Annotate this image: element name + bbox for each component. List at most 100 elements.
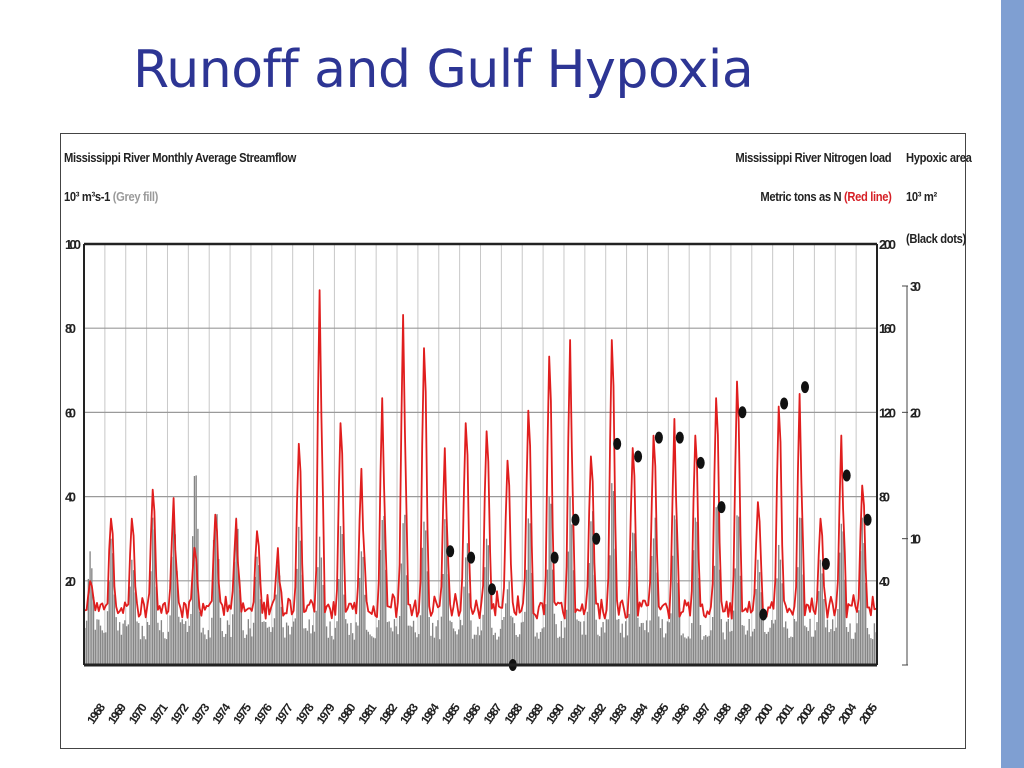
streamflow-bar	[724, 639, 726, 665]
streamflow-bar	[292, 621, 295, 665]
streamflow-bar	[758, 572, 761, 665]
streamflow-bar	[715, 507, 717, 665]
streamflow-bar	[480, 630, 483, 665]
streamflow-bar	[352, 633, 354, 665]
streamflow-bar	[751, 631, 754, 665]
streamflow-bar	[205, 639, 208, 665]
streamflow-bar	[647, 632, 649, 665]
streamflow-bar	[252, 622, 255, 665]
streamflow-bar	[451, 622, 453, 665]
streamflow-bar	[774, 619, 776, 665]
streamflow-bar	[270, 631, 272, 665]
streamflow-bar	[718, 569, 721, 665]
streamflow-bar	[623, 637, 625, 665]
streamflow-bar	[793, 618, 796, 665]
streamflow-bar	[185, 621, 187, 665]
streamflow-bar	[809, 618, 811, 665]
streamflow-bar	[873, 623, 876, 665]
streamflow-bar	[645, 620, 648, 665]
streamflow-bar	[101, 630, 103, 665]
streamflow-bar	[644, 630, 646, 665]
streamflow-bar	[512, 617, 514, 665]
streamflow-bar	[477, 626, 479, 665]
year-label: 1987	[481, 700, 505, 726]
streamflow-bar	[456, 634, 458, 665]
streamflow-bar	[472, 638, 474, 665]
streamflow-bar	[675, 519, 677, 665]
streamflow-bar	[692, 550, 695, 665]
streamflow-bar	[585, 634, 587, 665]
streamflow-bar	[852, 638, 855, 665]
streamflow-bar	[492, 635, 495, 665]
hypoxia-dot	[696, 456, 705, 469]
year-label: 1976	[251, 700, 275, 726]
streamflow-bar	[447, 574, 449, 665]
streamflow-bar	[562, 637, 564, 665]
streamflow-bar	[164, 638, 166, 665]
streamflow-bar	[99, 625, 102, 665]
streamflow-bar	[478, 635, 481, 665]
streamflow-bar	[691, 623, 693, 665]
streamflow-bar	[200, 632, 203, 665]
year-label: 1990	[543, 700, 567, 726]
streamflow-bar	[814, 630, 816, 665]
streamflow-bar	[158, 630, 161, 665]
streamflow-bar	[388, 621, 390, 665]
streamflow-bar	[282, 627, 284, 665]
streamflow-bar	[240, 610, 243, 665]
hypoxia-axis-ticks: 30 20 10	[902, 279, 921, 547]
streamflow-bar	[614, 548, 616, 665]
streamflow-bar	[418, 634, 420, 665]
streamflow-bar	[334, 627, 336, 665]
streamflow-bar	[392, 631, 394, 665]
streamflow-bar	[739, 575, 742, 665]
streamflow-bar	[325, 626, 328, 665]
streamflow-bar	[94, 629, 96, 665]
streamflow-bar	[122, 623, 124, 665]
streamflow-bar	[698, 577, 700, 665]
streamflow-bar	[372, 637, 375, 665]
streamflow-bar	[452, 628, 455, 665]
streamflow-bar	[590, 521, 592, 665]
streamflow-bar	[218, 559, 220, 665]
streamflow-bar	[362, 556, 364, 665]
streamflow-bar	[437, 620, 439, 665]
streamflow-bar	[595, 619, 597, 665]
streamflow-bar	[618, 619, 620, 665]
streamflow-bar	[435, 626, 437, 665]
streamflow-bar	[790, 636, 792, 665]
streamflow-bar	[278, 575, 281, 665]
streamflow-bar	[233, 561, 236, 665]
streamflow-bar	[868, 634, 870, 665]
streamflow-bar	[659, 628, 662, 665]
streamflow-bar	[412, 620, 415, 665]
streamflow-bar	[310, 633, 312, 665]
streamflow-bar	[550, 503, 552, 665]
streamflow-bar	[103, 632, 105, 665]
streamflow-bar	[522, 621, 524, 665]
streamflow-bar	[404, 514, 406, 665]
streamflow-bar	[552, 569, 554, 665]
streamflow-bar	[807, 630, 809, 665]
streamflow-bar	[779, 559, 782, 665]
streamflow-bar	[651, 555, 653, 665]
streamflow-bar	[536, 632, 538, 665]
year-label: 1977	[272, 700, 296, 726]
streamflow-bar	[367, 631, 369, 665]
year-label: 1972	[168, 700, 192, 726]
streamflow-bar	[593, 574, 596, 665]
streamflow-bar	[186, 631, 189, 665]
streamflow-bar	[560, 621, 563, 665]
streamflow-bar	[350, 622, 352, 665]
streamflow-bar	[247, 619, 250, 665]
streamflow-bar	[569, 496, 571, 665]
streamflow-bar	[407, 625, 409, 665]
streamflow-bar	[710, 630, 712, 665]
streamflow-bar	[322, 584, 324, 665]
streamflow-bar	[432, 622, 434, 665]
streamflow-bar	[797, 567, 799, 665]
streamflow-bar	[85, 620, 88, 665]
streamflow-bar	[725, 621, 728, 665]
streamflow-bar	[708, 635, 710, 665]
streamflow-bar	[284, 637, 286, 665]
